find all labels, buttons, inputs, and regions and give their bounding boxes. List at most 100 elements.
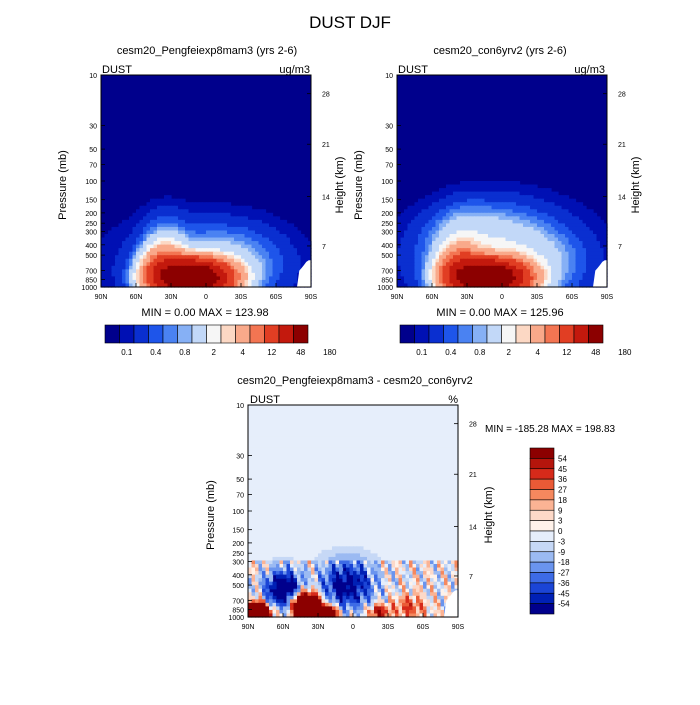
heatmap-cell (579, 223, 583, 227)
heatmap-cell (171, 220, 175, 224)
heatmap-cell (304, 416, 308, 420)
heatmap-cell (122, 255, 126, 259)
heatmap-cell (530, 230, 534, 234)
heatmap-cell (332, 504, 336, 508)
heatmap-cell (353, 500, 357, 504)
heatmap-cell (544, 220, 548, 224)
heatmap-cell (234, 230, 238, 234)
heatmap-cell (350, 416, 354, 420)
heatmap-cell (441, 500, 445, 504)
heatmap-cell (262, 405, 266, 409)
heatmap-cell (565, 262, 569, 266)
heatmap-cell (126, 245, 130, 249)
heatmap-cell (287, 454, 291, 458)
heatmap-cell (423, 507, 427, 511)
heatmap-cell (495, 245, 499, 249)
heatmap-cell (399, 451, 403, 455)
heatmap-cell (185, 223, 189, 227)
heatmap-cell (429, 262, 433, 266)
heatmap-cell (259, 266, 263, 270)
heatmap-cell (586, 223, 590, 227)
heatmap-cell (418, 245, 422, 249)
heatmap-cell (453, 248, 457, 252)
heatmap-cell (558, 213, 562, 217)
heatmap-cell (115, 238, 119, 242)
heatmap-cell (311, 497, 315, 501)
heatmap-cell (413, 515, 417, 519)
heatmap-cell (350, 405, 354, 409)
heatmap-cell (448, 483, 452, 487)
heatmap-cell (129, 255, 133, 259)
heatmap-cell (416, 412, 420, 416)
heatmap-cell (269, 259, 273, 263)
heatmap-cell (112, 234, 116, 238)
heatmap-cell (520, 280, 524, 284)
heatmap-cell (248, 280, 252, 284)
heatmap-cell (357, 472, 361, 476)
heatmap-cell (399, 454, 403, 458)
heatmap-cell (569, 223, 573, 227)
heatmap-cell (192, 209, 196, 213)
heatmap-cell (350, 462, 354, 466)
heatmap-cell (332, 515, 336, 519)
heatmap-cell (569, 213, 573, 217)
heatmap-cell (432, 245, 436, 249)
heatmap-cell (572, 241, 576, 245)
heatmap-cell (283, 416, 287, 420)
heatmap-cell (478, 230, 482, 234)
heatmap-cell (420, 405, 424, 409)
heatmap-cell (252, 518, 256, 522)
heatmap-cell (544, 234, 548, 238)
heatmap-cell (353, 472, 357, 476)
heatmap-cell (576, 227, 580, 231)
heatmap-cell (499, 276, 503, 280)
heatmap-cell (409, 433, 413, 437)
heatmap-cell (385, 462, 389, 466)
heatmap-cell (399, 483, 403, 487)
heatmap-cell (579, 266, 583, 270)
y-tick-label: 70 (89, 163, 97, 170)
heatmap-cell (488, 206, 492, 210)
heatmap-cell (439, 199, 443, 203)
heatmap-cell (444, 500, 448, 504)
heatmap-cell (154, 252, 158, 256)
heatmap-cell (290, 426, 294, 430)
heatmap-cell (502, 181, 506, 185)
heatmap-cell (460, 245, 464, 249)
heatmap-cell (297, 419, 301, 423)
heatmap-cell (478, 199, 482, 203)
heatmap-cell (443, 269, 447, 273)
heatmap-cell (374, 465, 378, 469)
heatmap-cell (523, 213, 527, 217)
heatmap-cell (513, 206, 517, 210)
heatmap-cell (280, 405, 284, 409)
heatmap-cell (437, 469, 441, 473)
heatmap-cell (492, 241, 496, 245)
heatmap-cell (196, 259, 200, 263)
heatmap-cell (315, 497, 319, 501)
heatmap-cell (586, 259, 590, 263)
heatmap-cell (287, 507, 291, 511)
heatmap-cell (565, 199, 569, 203)
heatmap-cell (385, 483, 389, 487)
heatmap-cell (576, 209, 580, 213)
heatmap-cell (523, 276, 527, 280)
heatmap-cell (562, 252, 566, 256)
heatmap-cell (175, 269, 179, 273)
heatmap-cell (404, 248, 408, 252)
y-tick-label: 70 (385, 163, 393, 170)
heatmap-cell (371, 430, 375, 434)
heatmap-cell (401, 227, 405, 231)
heatmap-cell (283, 486, 287, 490)
heatmap-cell (248, 273, 252, 277)
heatmap-cell (255, 518, 259, 522)
heatmap-cell (495, 262, 499, 266)
heatmap-cell (402, 416, 406, 420)
heatmap-cell (287, 412, 291, 416)
heatmap-cell (346, 433, 350, 437)
heatmap-cell (248, 227, 252, 231)
heatmap-cell (311, 493, 315, 497)
heatmap-cell (495, 238, 499, 242)
heatmap-cell (329, 465, 333, 469)
heatmap-cell (415, 280, 419, 284)
